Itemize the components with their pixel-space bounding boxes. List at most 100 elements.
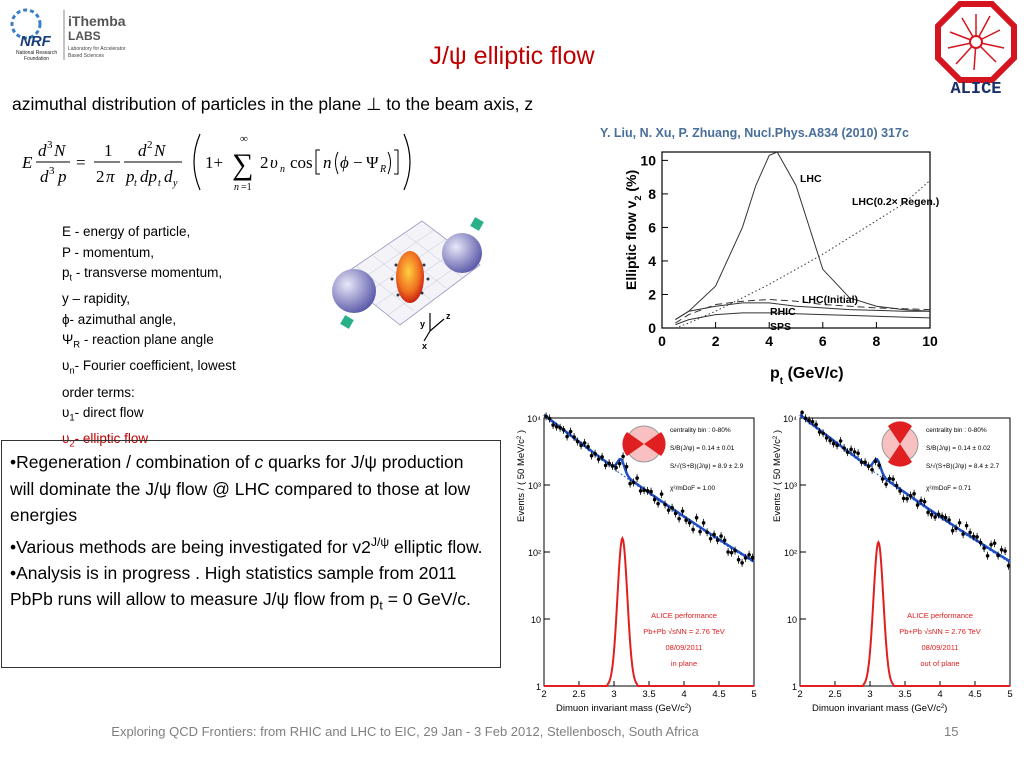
data-point <box>842 446 846 450</box>
data-point <box>926 510 930 515</box>
svg-text:2: 2 <box>147 139 153 151</box>
data-point <box>831 441 836 446</box>
series-label: LHC(Initial) <box>802 294 858 306</box>
data-point <box>743 556 748 560</box>
def-momentum: P - momentum, <box>62 244 155 260</box>
alice-logo: ALICE <box>935 1 1017 96</box>
signal-curve <box>800 539 1010 687</box>
def-azimuthal-angle: ϕ- azimuthal angle, <box>62 311 177 327</box>
data-point <box>684 518 688 523</box>
data-point <box>943 515 948 520</box>
x-tick-label: 2.5 <box>828 689 841 700</box>
bullet-analysis: •Analysis is in progress . High statisti… <box>10 562 471 613</box>
svg-text:n: n <box>280 164 285 175</box>
y-tick-label: 10 <box>787 615 797 625</box>
heavy-ion-collision-illustration: y z x <box>332 217 484 350</box>
svg-text:n: n <box>234 182 239 193</box>
y-tick-label: 1 <box>536 682 541 692</box>
x-tick-label: 3.5 <box>642 689 655 700</box>
mass-plot-in-plane: 2 2.5 3 3.5 4 4.5 5 1 10 10² 10³ 10⁴ centrality bin … <box>516 412 757 714</box>
svg-text:d: d <box>40 167 49 186</box>
data-point <box>996 553 1000 558</box>
data-point <box>856 451 860 456</box>
data-point <box>901 496 906 501</box>
data-point <box>733 548 737 553</box>
x-tick-label: 2 <box>541 689 546 700</box>
data-point <box>694 515 699 520</box>
plot-frame <box>661 151 931 329</box>
svg-text:E: E <box>21 153 33 172</box>
x-axis-label: pt (GeV/c) <box>770 365 844 387</box>
nrf-ithemba-logo: NRF National Research Foundation iThemba… <box>10 8 126 62</box>
x-tick-label: 4 <box>681 689 686 700</box>
data-point <box>817 430 822 434</box>
data-point <box>964 523 969 528</box>
data-point <box>863 460 867 464</box>
data-point <box>579 443 583 448</box>
summary-box: •Regeneration / combination of c quarks … <box>1 440 501 668</box>
nucleus-right <box>442 233 482 273</box>
data-point <box>936 512 941 517</box>
data-point <box>547 416 552 421</box>
data-point <box>905 496 909 501</box>
data-point <box>649 489 653 494</box>
data-point <box>722 538 727 543</box>
data-point <box>708 536 713 541</box>
data-point <box>638 489 643 493</box>
ithemba-desc1: Laboratory for Accelerator <box>68 46 126 52</box>
data-point <box>565 434 569 439</box>
data-point <box>554 424 559 429</box>
y-tick-label: 10³ <box>784 481 797 491</box>
axis-x-label: x <box>422 341 427 350</box>
nucleus-left <box>332 269 376 313</box>
x-tick-label: 4.5 <box>712 689 725 700</box>
data-point <box>922 499 927 504</box>
ithemba-line1: iThemba <box>68 13 126 29</box>
data-point <box>954 526 958 531</box>
svg-text:1+: 1+ <box>205 153 223 172</box>
def-order-terms: order terms: <box>62 384 135 400</box>
y-tick-label: 10⁴ <box>783 414 797 424</box>
svg-text:cos: cos <box>290 153 313 172</box>
x-tick-label: 2.5 <box>572 689 585 700</box>
svg-text:3: 3 <box>49 165 55 177</box>
data-point <box>628 481 632 486</box>
y-tick-label: 10² <box>784 548 797 558</box>
data-point <box>750 555 755 560</box>
fit-annotation: χ²/mDoF = 1.00 <box>670 485 716 492</box>
fit-annotation: centrality bin : 0-80% <box>670 427 731 434</box>
data-point <box>891 477 895 481</box>
data-point <box>849 447 853 452</box>
overlap-region <box>396 251 424 303</box>
svg-text:d: d <box>164 167 173 186</box>
data-point <box>719 534 723 538</box>
data-point <box>1003 549 1007 553</box>
nrf-emblem <box>10 8 42 40</box>
fit-curve <box>799 413 1011 563</box>
data-point <box>705 530 709 535</box>
svg-text:=1: =1 <box>241 182 252 193</box>
fit-annotation: S/√(S+B)(J/ψ) = 8.4 ± 2.7 <box>926 462 1000 470</box>
data-point <box>593 451 597 456</box>
data-point <box>642 488 646 493</box>
data-point <box>698 529 702 534</box>
data-point <box>950 528 955 533</box>
citation: Y. Liu, N. Xu, P. Zhuang, Nucl.Phys.A834… <box>600 126 909 140</box>
data-point <box>575 439 580 444</box>
fit-annotation: χ²/mDoF = 0.71 <box>926 485 972 492</box>
data-point <box>978 540 983 545</box>
data-point <box>586 444 590 449</box>
svg-text:t: t <box>158 178 161 189</box>
x-tick-label: 3 <box>867 689 872 700</box>
beam-arrow-bottom <box>340 315 354 329</box>
data-point <box>614 465 618 470</box>
data-point <box>975 535 979 539</box>
x-tick-label: 4.5 <box>968 689 981 700</box>
y-tick-label: 8 <box>648 186 656 202</box>
data-point <box>736 557 741 562</box>
data-point <box>884 482 888 486</box>
fit-annotation: S/B(J/ψ) = 0.14 ± 0.02 <box>926 445 991 452</box>
y-axis-label: Events / ( 50 MeV/c2 ) <box>516 430 527 522</box>
data-point <box>971 534 976 539</box>
bullet-methods: •Various methods are being investigated … <box>10 534 483 557</box>
